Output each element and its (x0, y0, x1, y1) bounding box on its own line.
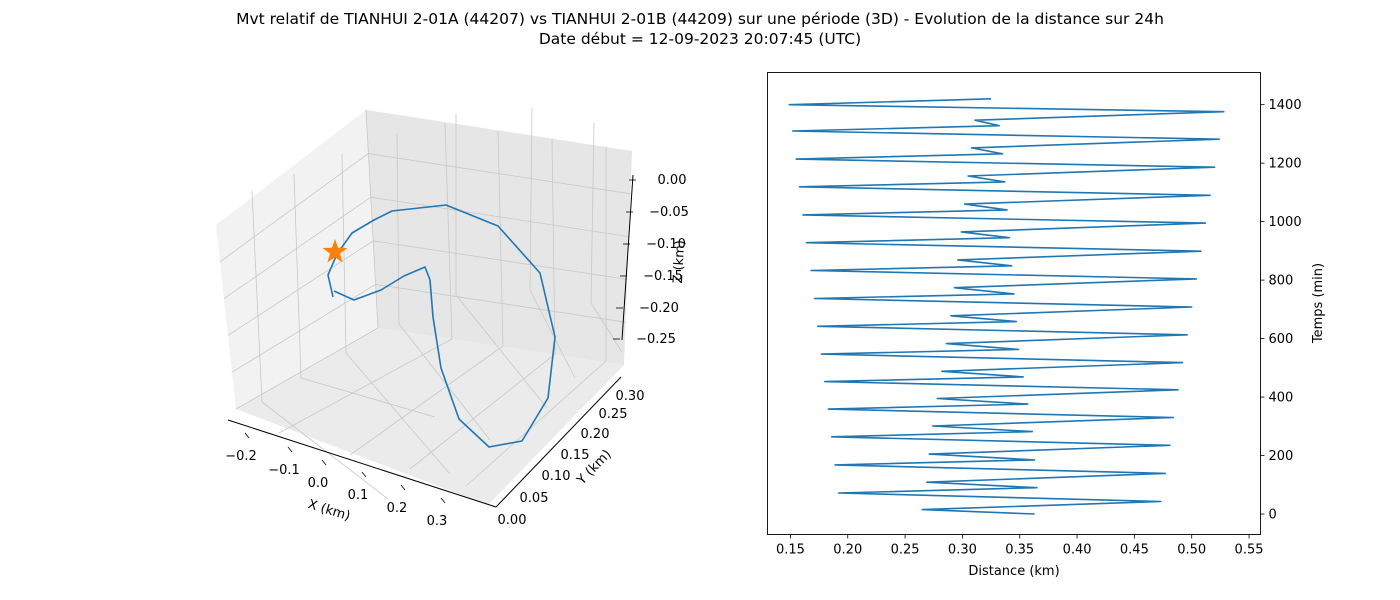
x-axis-label: X (km) (306, 497, 352, 524)
x-tick-label: 0.3 (427, 514, 448, 529)
x-tick-mark (287, 446, 293, 453)
y-tick-label: 0.30 (616, 389, 645, 404)
grid-line (341, 153, 451, 475)
grid-line (235, 109, 379, 410)
x-tick-mark (321, 459, 327, 466)
x-ticks-2d: 0.15 0.20 0.25 0.30 0.35 0.40 0.45 0.50 0.55 (776, 534, 1264, 558)
y-tick-label: 800 (1269, 274, 1294, 289)
y-ticks-2d: 0 200 400 600 800 1000 1200 1400 (1260, 98, 1302, 523)
grid-line (251, 190, 389, 500)
grid-line (590, 122, 623, 353)
x-ticks: −0.2 −0.1 0.0 0.1 0.2 0.3 (225, 432, 448, 529)
x-tick-label: 0.50 (1177, 543, 1206, 558)
x-tick-label: −0.1 (268, 463, 300, 478)
x-tick-label: 0.30 (948, 543, 977, 558)
z-axis-line (621, 174, 634, 341)
y-tick-label: 0.25 (599, 407, 628, 422)
y-tick-label: 0 (1269, 508, 1277, 523)
x-tick-label: 0.20 (833, 543, 862, 558)
grid-line (529, 107, 576, 379)
z-tick-label: −0.05 (649, 205, 689, 220)
axes-3d: −0.2 −0.1 0.0 0.1 0.2 0.3 0.00 0.05 0.10 0.15 0.2… (216, 107, 689, 529)
z-tick-label: −0.25 (636, 332, 676, 347)
grid-line (231, 283, 626, 373)
y-tick-label: 0.05 (520, 491, 549, 506)
x-tick-mark (244, 432, 250, 439)
axes-2d: 0.15 0.20 0.25 0.30 0.35 0.40 0.45 0.50 0.55 0 20… (767, 72, 1326, 579)
y-tick-label: 400 (1269, 391, 1294, 406)
x-axis-line (227, 419, 497, 508)
x-tick-mark (400, 484, 406, 491)
distance-series-line (788, 98, 1225, 515)
x-tick-label: 0.55 (1235, 543, 1264, 558)
pane-floor (236, 328, 624, 505)
x-tick-label: 0.45 (1120, 543, 1149, 558)
grid-line (219, 153, 631, 263)
x-tick-label: 0.40 (1063, 543, 1092, 558)
y-tick-label: 0.15 (561, 448, 590, 463)
grid-line (465, 147, 607, 487)
x-tick-mark (361, 471, 367, 478)
x-tick-mark (440, 497, 446, 504)
x-tick-label: 0.15 (776, 543, 805, 558)
y-tick-label: 0.10 (542, 469, 571, 484)
x-axis-label-2d: Distance (km) (968, 564, 1059, 579)
z-ticks: 0.00 −0.05 −0.10 −0.15 −0.20 −0.25 (613, 173, 689, 347)
x-tick-label: 0.2 (387, 501, 408, 516)
grid-line (223, 196, 629, 299)
z-tick-label: −0.10 (646, 237, 686, 252)
y-axis-line (495, 376, 622, 508)
x-tick-label: −0.2 (225, 449, 257, 464)
y-ticks: 0.00 0.05 0.10 0.15 0.20 0.25 0.30 (498, 389, 645, 528)
grid-line (455, 114, 548, 409)
y-tick-label: 1000 (1269, 215, 1302, 230)
z-axis-label: Z (km) (671, 240, 688, 284)
z-tick-label: 0.00 (658, 173, 687, 188)
grid-3d (219, 107, 631, 500)
x-tick-label: 0.35 (1005, 543, 1034, 558)
grid-line (409, 138, 556, 470)
x-tick-label: 0.25 (891, 543, 920, 558)
y-tick-label: 200 (1269, 449, 1294, 464)
chart-title: Mvt relatif de TIANHUI 2-01A (44207) vs … (236, 10, 1164, 28)
y-tick-label: 0.00 (498, 513, 527, 528)
trajectory-3d (327, 204, 556, 448)
grid-line (278, 122, 453, 434)
x-tick-label: 0.1 (348, 488, 369, 503)
z-tick-label: −0.20 (639, 301, 679, 316)
x-tick-label: 0.0 (308, 476, 329, 491)
y-tick-label: 1200 (1269, 157, 1302, 172)
chart-subtitle: Date début = 12-09-2023 20:07:45 (UTC) (538, 30, 862, 48)
grid-line (227, 240, 628, 336)
y-tick-label: 600 (1269, 332, 1294, 347)
y-tick-label: 1400 (1269, 98, 1302, 113)
y-tick-label: 0.20 (581, 427, 610, 442)
start-marker-star (322, 239, 348, 263)
y-axis-label-2d: Temps (min) (1311, 263, 1326, 344)
z-tick-label: −0.15 (643, 269, 683, 284)
grid-line (349, 130, 504, 456)
grid-line (396, 132, 491, 441)
